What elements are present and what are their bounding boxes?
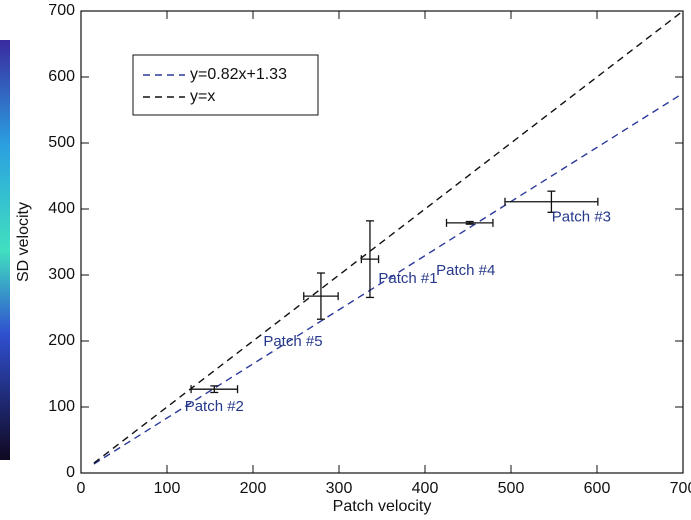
x-axis-label: Patch velocity (333, 498, 432, 515)
cropped-image (0, 40, 10, 460)
error-bar (447, 219, 493, 227)
y-tick-label: 500 (48, 134, 75, 151)
y-tick-label: 300 (48, 266, 75, 283)
y-tick-label: 600 (48, 68, 75, 85)
y-tick-label: 200 (48, 332, 75, 349)
point-label: Patch #5 (263, 333, 322, 350)
x-tick-label: 500 (498, 480, 525, 497)
x-tick-label: 600 (584, 480, 611, 497)
y-tick-label: 700 (48, 2, 75, 19)
legend-label: y=0.82x+1.33 (190, 66, 287, 83)
y-tick-label: 400 (48, 200, 75, 217)
point-label: Patch #2 (185, 398, 244, 415)
x-tick-label: 100 (154, 480, 181, 497)
y-tick-label: 100 (48, 398, 75, 415)
point-label: Patch #4 (436, 262, 495, 279)
page: {"chart_data": {"type": "scatter", "xlab… (0, 0, 691, 520)
legend-box (133, 55, 318, 115)
point-label: Patch #1 (378, 270, 437, 287)
x-tick-label: 700 (670, 480, 691, 497)
error-bar (191, 385, 237, 393)
y-axis-label: SD velocity (15, 202, 32, 282)
y-tick-label: 0 (66, 464, 75, 481)
x-tick-label: 400 (412, 480, 439, 497)
point-label: Patch #3 (552, 209, 611, 226)
chart: Patch velocity SD velocity 0 100 200 300 400… (0, 0, 691, 520)
x-tick-label: 200 (240, 480, 267, 497)
x-tick-label: 300 (326, 480, 353, 497)
x-tick-label: 0 (77, 480, 86, 497)
error-bar (361, 221, 378, 298)
legend-label: y=x (190, 88, 215, 105)
